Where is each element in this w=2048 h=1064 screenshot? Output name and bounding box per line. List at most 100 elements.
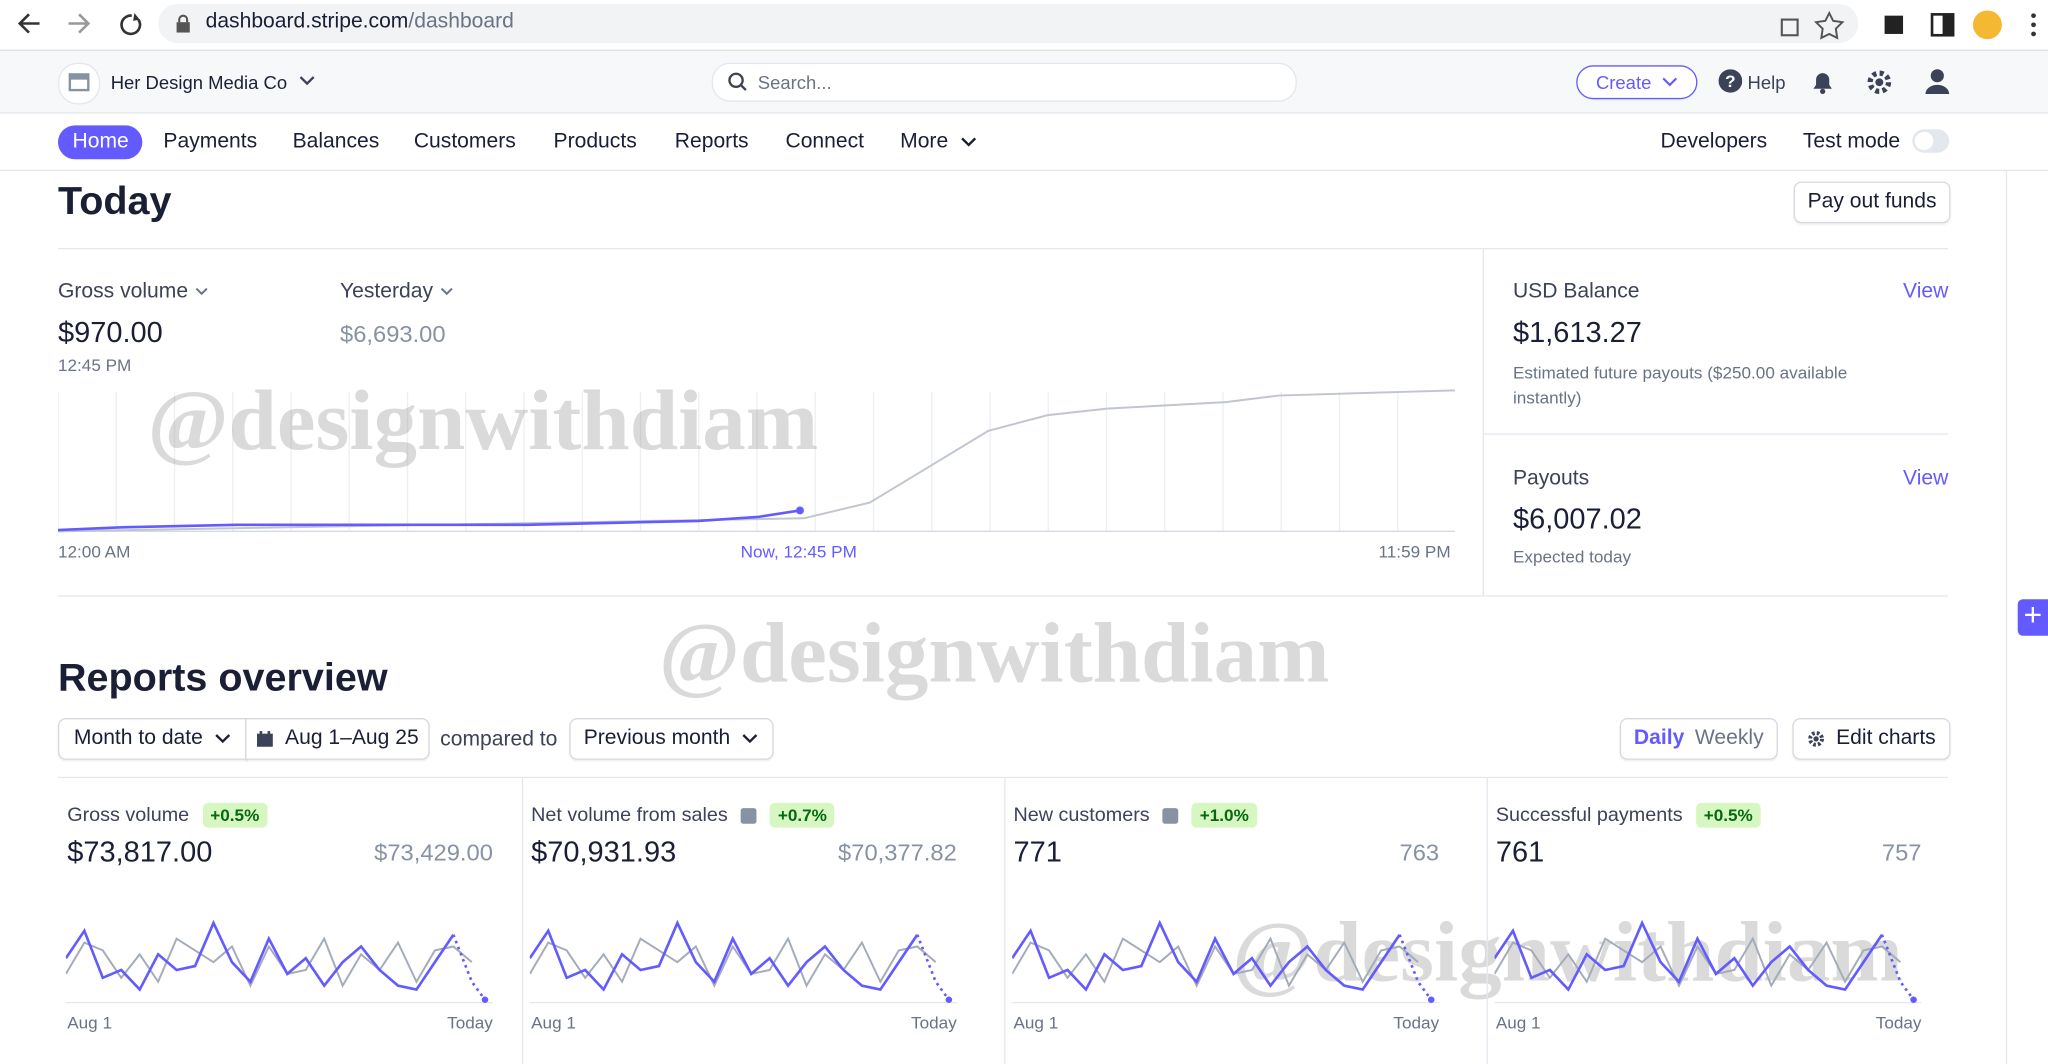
change-badge: +1.0%	[1191, 802, 1257, 828]
weekly-option[interactable]: Weekly	[1694, 727, 1764, 750]
card-title-text: Gross volume	[67, 804, 190, 827]
help-label[interactable]: Help	[1747, 71, 1786, 93]
section-title: Reports overview	[57, 656, 388, 700]
nav-divider	[0, 169, 2048, 172]
nav-item[interactable]: Reports	[674, 130, 749, 153]
current-line	[1012, 919, 1401, 992]
card-end: Today	[1393, 1013, 1440, 1033]
sparkline	[65, 919, 493, 1004]
current-line	[65, 919, 455, 992]
gutter-line	[2005, 171, 2008, 1064]
card-title[interactable]: Gross volume +0.5%	[67, 802, 268, 828]
nav-active-pill[interactable]	[57, 125, 143, 160]
card-previous: 757	[1881, 839, 1922, 866]
payout-button[interactable]: Pay out funds	[1793, 181, 1951, 224]
edit-charts-button[interactable]: Edit charts	[1792, 718, 1951, 760]
gross-label[interactable]: Gross volume	[58, 281, 210, 304]
projection-line	[1880, 934, 1915, 1001]
range-select[interactable]: Month to date	[57, 718, 248, 760]
nav-item[interactable]: Balances	[292, 130, 380, 153]
date-select[interactable]: Aug 1–Aug 25	[245, 718, 430, 760]
create-label: Create	[1595, 71, 1652, 93]
balance-view[interactable]: View	[1903, 280, 1949, 303]
developers-link[interactable]: Developers	[1660, 130, 1768, 153]
nav-item[interactable]: Payments	[163, 130, 258, 153]
card-end: Today	[447, 1013, 493, 1033]
nav-item[interactable]: Connect	[785, 130, 865, 153]
test-mode-toggle[interactable]	[1912, 129, 1950, 153]
interval-toggle[interactable]: Daily Weekly	[1619, 718, 1778, 760]
compare-label: Previous month	[583, 727, 731, 750]
card-start: Aug 1	[1495, 1013, 1541, 1033]
info-icon[interactable]	[1162, 807, 1179, 824]
end-point	[481, 996, 489, 1004]
compare-select[interactable]: Previous month	[569, 718, 774, 760]
card-title[interactable]: Net volume from sales +0.7%	[531, 802, 835, 828]
card-title[interactable]: New customers +1.0%	[1013, 802, 1257, 828]
card-value: $73,817.00	[67, 835, 213, 869]
projection-line	[1398, 934, 1433, 1001]
header-icons[interactable]	[1808, 68, 1953, 97]
url: dashboard.stripe.com/dashboard	[206, 10, 514, 33]
comparison-line	[1494, 936, 1902, 988]
card-end: Today	[1875, 1013, 1922, 1033]
gross-value: $970.00	[57, 315, 163, 349]
balance-value: $1,613.27	[1512, 315, 1642, 349]
url-bar[interactable]	[158, 3, 1859, 44]
watermark: @designwithdiam	[147, 373, 819, 469]
card-value: $70,931.93	[531, 835, 677, 869]
divider	[57, 776, 1948, 779]
comparison-line	[65, 936, 473, 988]
card-title-text: Successful payments	[1495, 804, 1683, 827]
chevron	[299, 76, 315, 86]
search-box[interactable]	[711, 62, 1297, 102]
chevron	[195, 287, 208, 296]
card-divider	[521, 778, 524, 1064]
card-title-text: Net volume from sales	[531, 804, 728, 827]
card-start: Aug 1	[67, 1013, 113, 1033]
balance-note: Estimated future payouts ($250.00 availa…	[1512, 362, 1848, 408]
nav-item[interactable]: More	[900, 130, 949, 153]
search-placeholder: Search...	[757, 71, 832, 93]
test-mode-label: Test mode	[1802, 130, 1901, 153]
yesterday-label[interactable]: Yesterday	[340, 281, 455, 304]
current-line	[529, 919, 919, 992]
card-value: 771	[1013, 835, 1062, 869]
projection-line	[452, 934, 487, 1001]
nav-item[interactable]: Products	[553, 130, 637, 153]
card-title[interactable]: Successful payments +0.5%	[1495, 802, 1761, 828]
nav-item[interactable]: Home	[72, 130, 129, 153]
axis-start: 12:00 AM	[57, 541, 131, 562]
card-title-text: New customers	[1013, 804, 1150, 827]
svg-text:?: ?	[1725, 72, 1735, 91]
card-end: Today	[911, 1013, 957, 1033]
date-label: Aug 1–Aug 25	[285, 727, 419, 750]
create-button[interactable]: Create	[1576, 65, 1698, 100]
quick-add-button[interactable]: +	[2017, 599, 2048, 636]
card-previous: $73,429.00	[374, 839, 493, 866]
compared-label: compared to	[440, 728, 558, 751]
divider	[1482, 249, 1484, 597]
change-badge: +0.7%	[769, 802, 835, 828]
chevron	[961, 137, 977, 147]
browser-controls[interactable]	[16, 8, 161, 39]
url-path: /dashboard	[408, 10, 514, 33]
yesterday-value: $6,693.00	[340, 321, 446, 348]
today-chart	[57, 389, 1455, 533]
payouts-label: Payouts	[1512, 467, 1590, 490]
nav-item[interactable]: Customers	[413, 130, 516, 153]
change-badge: +0.5%	[1695, 802, 1761, 828]
payouts-view[interactable]: View	[1903, 467, 1949, 490]
projection-line	[916, 934, 950, 1001]
browser-icons[interactable]	[1777, 9, 2041, 40]
daily-option[interactable]: Daily	[1633, 727, 1685, 750]
card-divider	[1004, 778, 1006, 1064]
comparison-line	[57, 389, 1455, 533]
account-icon[interactable]	[57, 62, 101, 105]
calendar-icon	[257, 731, 274, 747]
account-name[interactable]: Her Design Media Co	[110, 71, 288, 93]
help-icon[interactable]: ?	[1718, 69, 1743, 93]
divider	[57, 248, 1948, 250]
info-icon[interactable]	[740, 807, 757, 824]
chevron	[440, 287, 453, 296]
